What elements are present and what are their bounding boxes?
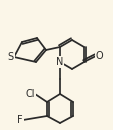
Text: O: O [95, 51, 103, 61]
Text: N: N [56, 57, 63, 67]
Text: Cl: Cl [25, 89, 35, 99]
Text: F: F [17, 115, 23, 125]
Text: S: S [8, 52, 14, 62]
